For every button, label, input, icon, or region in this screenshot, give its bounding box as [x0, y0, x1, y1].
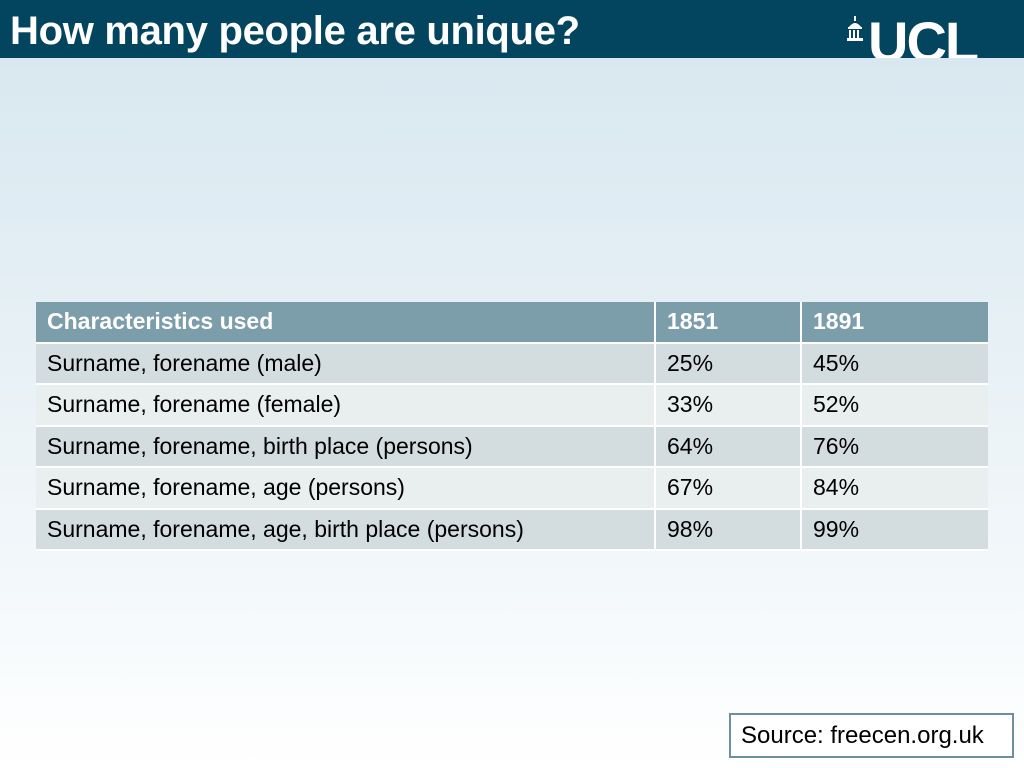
title-bar: How many people are unique? UCL	[0, 0, 1024, 58]
table-row: Surname, forename, age, birth place (per…	[36, 509, 988, 551]
value-1851-cell: 67%	[656, 468, 802, 510]
uniqueness-table: Characteristics used 1851 1891 Surname, …	[36, 302, 988, 551]
characteristics-cell: Surname, forename, birth place (persons)	[36, 426, 656, 468]
column-header-1851: 1851	[656, 302, 802, 344]
logo-text: UCL	[868, 14, 979, 58]
value-1891-cell: 76%	[802, 426, 988, 468]
characteristics-cell: Surname, forename (male)	[36, 343, 656, 385]
column-header-characteristics: Characteristics used	[36, 302, 656, 344]
characteristics-cell: Surname, forename (female)	[36, 385, 656, 427]
value-1891-cell: 84%	[802, 468, 988, 510]
ucl-logo: UCL	[846, 14, 994, 58]
source-citation: Source: freecen.org.uk	[729, 713, 1014, 758]
value-1891-cell: 45%	[802, 343, 988, 385]
column-header-1891: 1891	[802, 302, 988, 344]
value-1891-cell: 52%	[802, 385, 988, 427]
value-1851-cell: 33%	[656, 385, 802, 427]
characteristics-cell: Surname, forename, age, birth place (per…	[36, 509, 656, 551]
value-1851-cell: 98%	[656, 509, 802, 551]
table-row: Surname, forename (male) 25% 45%	[36, 343, 988, 385]
portico-dome-icon	[847, 16, 863, 41]
table-row: Surname, forename (female) 33% 52%	[36, 385, 988, 427]
table-row: Surname, forename, birth place (persons)…	[36, 426, 988, 468]
value-1891-cell: 99%	[802, 509, 988, 551]
value-1851-cell: 25%	[656, 343, 802, 385]
slide-title: How many people are unique?	[10, 9, 580, 53]
value-1851-cell: 64%	[656, 426, 802, 468]
table-row: Surname, forename, age (persons) 67% 84%	[36, 468, 988, 510]
characteristics-cell: Surname, forename, age (persons)	[36, 468, 656, 510]
table-header-row: Characteristics used 1851 1891	[36, 302, 988, 344]
